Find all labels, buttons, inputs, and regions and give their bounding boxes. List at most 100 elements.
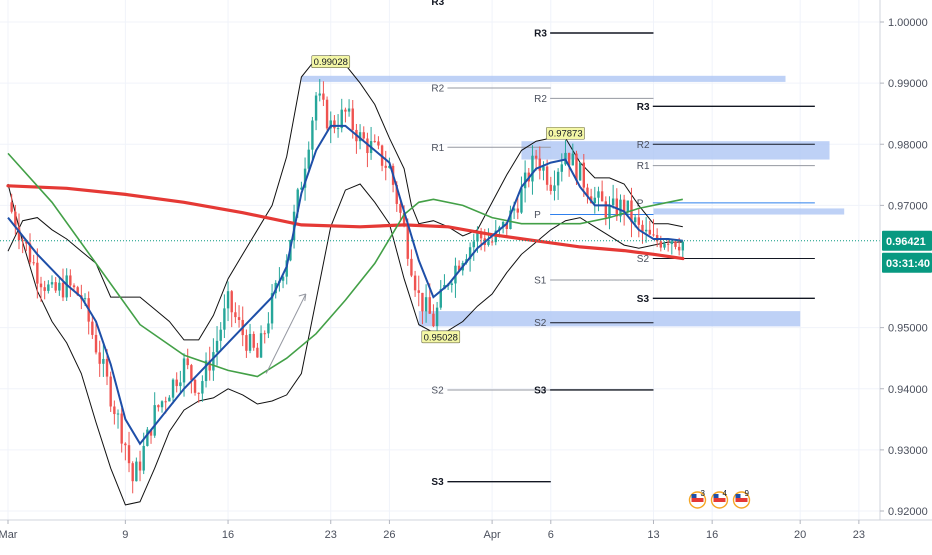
pivot-label: P	[534, 210, 541, 221]
candle-body	[131, 463, 134, 482]
candle-body	[410, 258, 413, 276]
event-count: 3	[700, 489, 705, 498]
candle-body	[263, 333, 266, 335]
candle-body	[58, 282, 61, 291]
candle-body	[351, 108, 354, 130]
candle-body	[256, 347, 259, 358]
pivot-label: S2	[431, 385, 444, 396]
candle-body	[611, 198, 615, 206]
candle-body	[626, 200, 630, 212]
candle-body	[14, 211, 17, 227]
candle-body	[281, 276, 285, 281]
y-tick-label: 0.99000	[888, 78, 928, 90]
candle-body	[388, 165, 391, 168]
price-label-box	[546, 126, 585, 140]
candle-body	[362, 132, 365, 139]
candle-body	[124, 443, 127, 446]
candle-body	[25, 241, 28, 244]
candle-body	[116, 413, 120, 415]
candle-body	[300, 187, 303, 190]
pivot-label: P	[637, 198, 644, 209]
candle-body	[212, 352, 215, 371]
overlay-layer: 0.99028 0.97873 0.95028 3 4 9	[0, 55, 880, 509]
candle-body	[421, 292, 424, 312]
price-label-text: 0.95028	[424, 332, 458, 343]
candle-body	[597, 191, 600, 198]
pivot-label: R1	[637, 161, 650, 172]
candle-body	[399, 203, 402, 213]
candle-body	[373, 141, 376, 143]
candle-body	[384, 165, 387, 168]
candle-body	[344, 109, 347, 112]
x-tick-label: 23	[325, 529, 337, 541]
candle-body	[201, 381, 204, 394]
candle-body	[314, 95, 318, 121]
x-tick-label: 9	[122, 529, 128, 541]
pivot-label: S3	[534, 385, 547, 396]
candle-body	[674, 241, 677, 247]
candle-body	[102, 358, 105, 364]
candle-body	[637, 217, 641, 225]
candle-body	[516, 208, 519, 213]
time-axis-bg	[0, 520, 932, 550]
candle-body	[542, 166, 545, 171]
countdown-value: 03:31:40	[886, 258, 930, 270]
candle-body	[296, 189, 299, 212]
candle-body	[329, 120, 332, 129]
candle-body	[142, 445, 145, 471]
candle-body	[479, 231, 483, 239]
candle-body	[593, 197, 596, 204]
candle-body	[472, 241, 475, 248]
candle-body	[659, 241, 663, 248]
candle-body	[549, 184, 552, 191]
candle-body	[190, 365, 193, 380]
candle-body	[153, 405, 156, 436]
candle-body	[135, 461, 138, 482]
candle-body	[567, 152, 571, 166]
pivot-label: S2	[534, 318, 547, 329]
countdown-badge	[882, 252, 932, 273]
pivot-label: R3	[534, 29, 547, 40]
candle-body	[608, 205, 611, 218]
candle-body	[435, 307, 439, 327]
candle-body	[450, 283, 453, 285]
event-count: 9	[745, 489, 750, 498]
candle-body	[534, 155, 538, 159]
candle-body	[10, 202, 13, 212]
candle-body	[501, 222, 505, 228]
candle-body	[230, 291, 233, 313]
candle-body	[54, 282, 57, 291]
y-tick-label: 0.97000	[888, 200, 928, 212]
event-flag-canton	[713, 494, 719, 498]
candle-body	[179, 382, 182, 387]
candle-body	[50, 282, 54, 285]
candle-body	[531, 155, 534, 182]
candle-body	[39, 283, 43, 288]
candle-body	[322, 93, 325, 100]
x-tick-label: 20	[794, 529, 806, 541]
candle-body	[72, 285, 76, 288]
candle-body	[439, 289, 442, 308]
candle-body	[193, 379, 197, 393]
candle-body	[545, 166, 549, 185]
candle-body	[395, 184, 398, 204]
support-resistance-zone	[521, 141, 830, 160]
y-tick-label: 1.00000	[888, 17, 928, 29]
candle-body	[149, 429, 153, 436]
candle-body	[505, 222, 508, 229]
last-price-badge	[882, 230, 932, 251]
candle-body	[32, 262, 35, 264]
candle-body	[43, 287, 46, 291]
candle-body	[670, 241, 674, 245]
candle-body	[237, 317, 241, 320]
candle-body	[234, 312, 237, 318]
candle-body	[311, 120, 314, 150]
candle-body	[633, 217, 637, 223]
candle-body	[28, 243, 32, 263]
candle-body	[648, 229, 652, 235]
candle-body	[578, 162, 582, 181]
support-resistance-zone	[418, 311, 801, 327]
